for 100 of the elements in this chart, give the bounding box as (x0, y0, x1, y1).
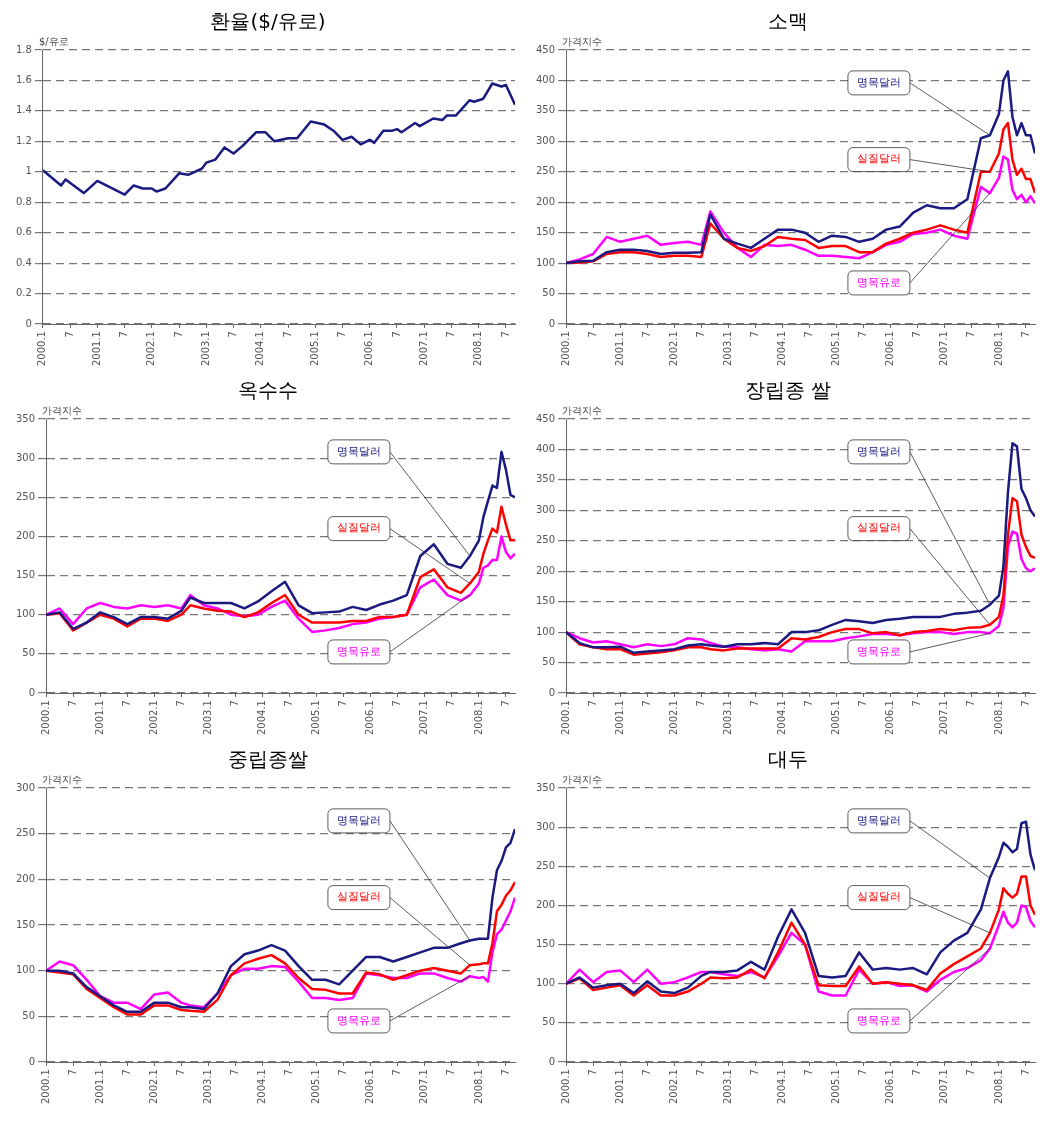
x-tick-label: 7 (172, 331, 184, 338)
y-tick-label: 0 (25, 317, 32, 329)
x-tick-label: 7 (965, 331, 977, 338)
y-tick-label: 1.2 (16, 134, 32, 146)
x-tick-label: 2002.1 (145, 331, 157, 367)
y-tick-label: 200 (535, 195, 556, 207)
y-axis-title: 가격지수 (562, 35, 603, 47)
text: 명목달러 (856, 444, 901, 458)
x-tick-label: 2004.1 (776, 331, 788, 367)
y-tick-label: 250 (535, 859, 556, 871)
y-tick-label: 250 (15, 827, 36, 839)
x-tick-label: 2003.1 (722, 331, 733, 367)
y-tick-label: 100 (535, 256, 556, 268)
x-tick-label: 7 (445, 331, 457, 338)
x-tick-label: 2006.1 (364, 700, 376, 736)
x-tick-label: 2000.1 (39, 1069, 51, 1105)
y-tick-label: 50 (542, 1016, 556, 1028)
x-tick-label: 7 (281, 331, 293, 338)
x-tick-label: 7 (640, 1069, 652, 1076)
x-tick-label: 2005.1 (308, 331, 320, 367)
y-tick-label: 0 (548, 1055, 556, 1067)
x-tick-label: 7 (229, 1069, 241, 1076)
x-tick-label: 7 (694, 1069, 706, 1076)
x-tick-label: 7 (1019, 700, 1031, 707)
x-tick-label: 2002.1 (667, 700, 679, 736)
x-tick-label: 7 (337, 1069, 349, 1076)
y-tick-label: 50 (22, 1009, 36, 1021)
y-tick-label: 150 (535, 595, 556, 607)
chart-title: 환율($/유로) (210, 8, 326, 34)
x-tick-label: 7 (391, 1069, 403, 1076)
x-tick-label: 2001.1 (93, 1069, 105, 1105)
series-label: 명목유로 (336, 1013, 381, 1027)
x-tick-label: 2001.1 (613, 331, 625, 367)
x-tick-label: 2008.1 (992, 1069, 1004, 1105)
y-tick-label: 350 (535, 781, 556, 793)
y-tick-label: 300 (15, 781, 36, 793)
x-tick-label: 2007.1 (418, 1069, 430, 1105)
x-tick-label: 2007.1 (938, 1069, 950, 1105)
x-tick-label: 7 (66, 700, 78, 707)
y-tick-label: 100 (15, 964, 36, 976)
x-tick-label: 7 (857, 1069, 869, 1076)
y-tick-label: 1.6 (16, 74, 32, 86)
x-tick-label: 2002.1 (147, 700, 159, 736)
x-tick-label: 2001.1 (613, 700, 625, 736)
x-tick-label: 7 (586, 331, 598, 338)
x-tick-label: 2004.1 (776, 1069, 788, 1105)
series-label: 명목유로 (336, 644, 381, 658)
x-tick-label: 2005.1 (310, 1069, 322, 1105)
text: 실질달러 (856, 521, 901, 535)
x-tick-label: 2000.1 (559, 1069, 571, 1105)
y-axis-title: 가격지수 (562, 404, 603, 416)
x-tick-label: 7 (337, 700, 349, 707)
x-tick-label: 7 (694, 700, 706, 707)
text: 실질달러 (336, 890, 381, 904)
x-tick-label: 2000.1 (39, 700, 51, 736)
text: 명목달러 (336, 444, 381, 458)
y-tick-label: 400 (535, 74, 556, 86)
x-tick-label: 7 (390, 331, 402, 338)
x-tick-label: 2005.1 (830, 700, 842, 736)
x-tick-label: 2007.1 (418, 700, 430, 736)
y-tick-label: 150 (535, 226, 556, 238)
x-tick-label: 2006.1 (363, 331, 375, 367)
x-tick-label: 7 (174, 1069, 186, 1076)
x-tick-label: 2008.1 (472, 700, 484, 736)
x-tick-label: 2000.1 (36, 331, 48, 367)
y-tick-label: 50 (542, 656, 556, 668)
x-tick-label: 2000.1 (559, 700, 571, 736)
x-tick-label: 2004.1 (256, 1069, 268, 1105)
x-tick-label: 7 (445, 700, 457, 707)
y-tick-label: 150 (15, 918, 36, 930)
x-tick-label: 2003.1 (722, 1069, 733, 1105)
y-tick-label: 0.2 (16, 287, 32, 299)
x-tick-label: 7 (391, 700, 403, 707)
x-tick-label: 7 (499, 1069, 511, 1076)
y-tick-label: 400 (535, 443, 556, 455)
y-axis-title: 가격지수 (42, 773, 83, 785)
y-tick-label: 50 (22, 647, 36, 659)
chart-title: 중립종쌀 (228, 746, 308, 772)
x-tick-label: 7 (911, 331, 923, 338)
x-tick-label: 7 (803, 700, 815, 707)
x-tick-label: 2002.1 (147, 1069, 159, 1105)
x-tick-label: 2000.1 (559, 331, 571, 367)
x-tick-label: 7 (911, 700, 923, 707)
x-tick-label: 7 (336, 331, 348, 338)
x-tick-label: 7 (118, 331, 130, 338)
x-tick-label: 7 (227, 331, 239, 338)
x-tick-label: 7 (749, 331, 761, 338)
x-tick-label: 2001.1 (613, 1069, 625, 1105)
x-tick-label: 7 (283, 700, 295, 707)
x-tick-label: 7 (120, 1069, 132, 1076)
x-tick-label: 2002.1 (667, 331, 679, 367)
x-tick-label: 2007.1 (417, 331, 429, 367)
y-tick-label: 150 (535, 938, 556, 950)
y-tick-label: 0 (548, 317, 556, 329)
y-axis-title: 가격지수 (562, 773, 603, 785)
x-tick-label: 2008.1 (992, 331, 1004, 367)
series-label: 명목유로 (856, 1013, 901, 1027)
text: 실질달러 (336, 521, 381, 535)
y-tick-label: 100 (15, 608, 36, 620)
y-tick-label: 450 (535, 43, 556, 55)
